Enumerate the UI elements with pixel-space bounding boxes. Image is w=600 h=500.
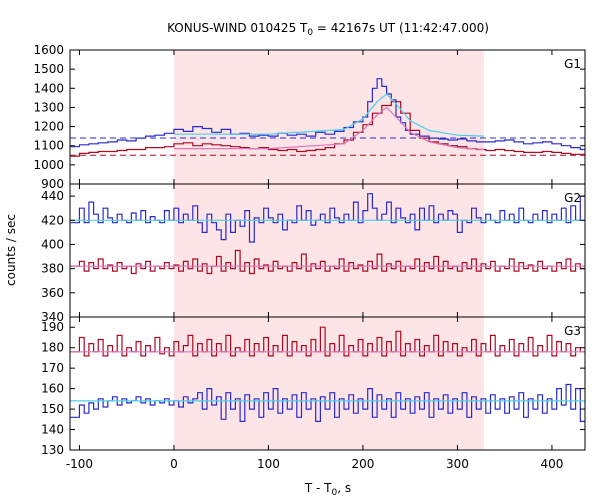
y-tick-label: 170 [41, 361, 64, 375]
x-tick-label: 100 [257, 457, 280, 471]
x-tick-label: 300 [446, 457, 469, 471]
y-tick-label: 1500 [33, 62, 64, 76]
panel-label: G3 [564, 324, 581, 338]
y-tick-label: 1300 [33, 100, 64, 114]
series-1-line [70, 326, 585, 357]
y-tick-label: 190 [41, 320, 64, 334]
x-axis-label: T - T0, s [304, 481, 351, 498]
y-tick-label: 160 [41, 382, 64, 396]
panel-frame [69, 316, 586, 451]
y-tick-label: 380 [41, 262, 64, 276]
x-tick-label: 400 [540, 457, 563, 471]
series-4-line [173, 106, 484, 151]
panel-g3: 130 140 150 160 170 180 190 G3 [41, 316, 586, 457]
panel-label: G2 [564, 191, 581, 205]
x-tick-label: 0 [170, 457, 178, 471]
y-tick-label: 1100 [33, 139, 64, 153]
x-tick-label: 200 [351, 457, 374, 471]
y-tick-label: 420 [41, 213, 64, 227]
series-2-line [70, 249, 585, 275]
y-tick-label: 1200 [33, 120, 64, 134]
series-3-line [173, 93, 484, 137]
y-tick-label: 1600 [33, 43, 64, 57]
highlight-interval [173, 184, 484, 317]
y-tick-label: 340 [41, 310, 64, 324]
y-tick-label: 360 [41, 286, 64, 300]
y-tick-label: 400 [41, 237, 64, 251]
highlight-interval [173, 317, 484, 450]
panel-label: G1 [564, 57, 581, 71]
y-tick-label: 130 [41, 443, 64, 457]
x-tick-label: -100 [66, 457, 93, 471]
series-1-line [70, 78, 585, 151]
y-tick-label: 140 [41, 423, 64, 437]
y-tick-label: 440 [41, 189, 64, 203]
panel-g2: 340 360 380 400 420 440 G2 [41, 183, 586, 324]
series-group [70, 78, 585, 157]
series-group [70, 326, 585, 422]
y-tick-label: 900 [41, 177, 64, 191]
series-group [70, 193, 585, 275]
y-tick-label: 1000 [33, 158, 64, 172]
chart-title: KONUS-WIND 010425 T0 = 42167s UT (11:42:… [167, 21, 489, 38]
series-2-line [70, 101, 585, 157]
highlight-interval [173, 50, 484, 184]
y-tick-label: 1400 [33, 81, 64, 95]
y-axis-label: counts / sec [4, 214, 18, 286]
y-tick-label: 180 [41, 341, 64, 355]
panel-g1: 900 1000 1100 1200 1300 1400 1500 1600 G1 [33, 43, 586, 191]
plot-area: 9001000110012001300140015001600G13403603… [33, 43, 586, 471]
y-tick-label: 150 [41, 402, 64, 416]
